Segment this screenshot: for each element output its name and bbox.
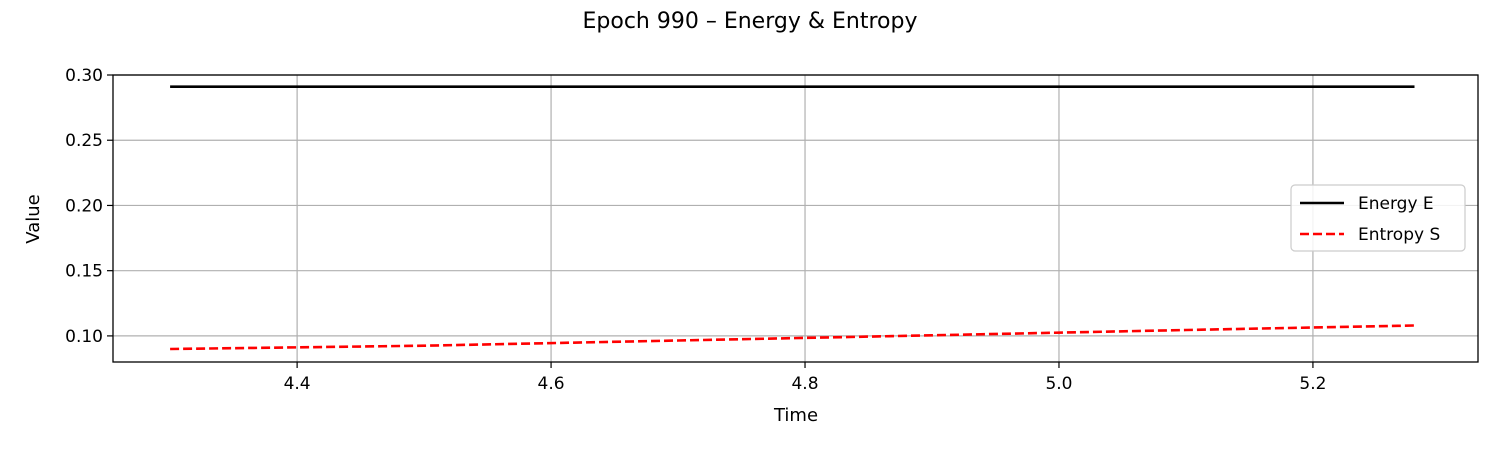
- series-layer: [170, 85, 1415, 351]
- chart-title: Epoch 990 – Energy & Entropy: [583, 9, 918, 34]
- y-tick-label: 0.20: [65, 196, 103, 216]
- y-tick-label: 0.10: [65, 327, 103, 347]
- legend-label: Energy E: [1358, 194, 1434, 214]
- x-tick-label: 4.6: [538, 374, 565, 394]
- y-tick-label: 0.30: [65, 66, 103, 86]
- x-tick-label: 5.0: [1045, 374, 1072, 394]
- y-axis-label: Value: [23, 194, 44, 243]
- legend-label: Entropy S: [1358, 225, 1440, 245]
- ticks: 4.4 4.6 4.8 5.0 5.2 0.10 0.15 0.20 0.25 0.30: [65, 66, 1326, 394]
- grid: [113, 74, 1478, 362]
- x-tick-label: 4.8: [791, 374, 818, 394]
- legend: Energy E Entropy S: [1290, 184, 1466, 252]
- plot-frame: [112, 74, 1479, 363]
- series-line-1: [170, 324, 1415, 351]
- x-tick-label: 5.2: [1299, 374, 1326, 394]
- y-tick-label: 0.15: [65, 262, 103, 282]
- x-tick-label: 4.4: [284, 374, 311, 394]
- y-tick-label: 0.25: [65, 131, 103, 151]
- x-axis-label: Time: [773, 405, 818, 426]
